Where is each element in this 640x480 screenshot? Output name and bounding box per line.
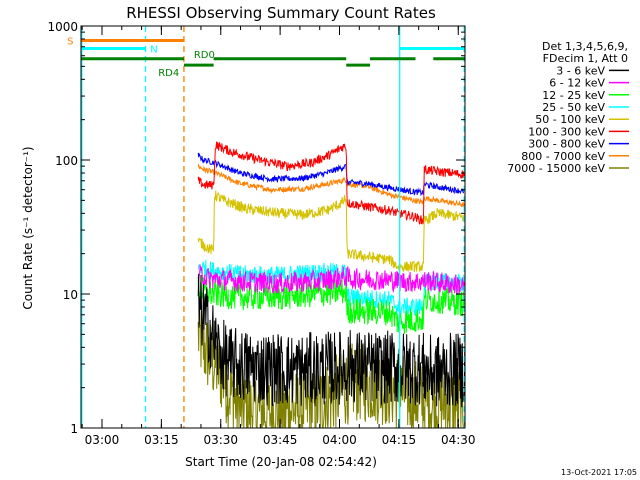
legend: Det 1,3,4,5,6,9,FDecim 1, Att 03 - 6 keV… [507,40,629,175]
x-tick-label: 04:30 [441,433,476,447]
y-tick-label: 1 [70,422,78,436]
legend-label: 800 - 7000 keV [521,150,605,163]
y-axis-label: Count Rate (s⁻¹ detector⁻¹) [21,146,35,309]
x-axis-label: Start Time (20-Jan-08 02:54:42) [185,455,377,469]
legend-label: 300 - 800 keV [528,138,605,151]
y-tick-label: 100 [55,154,78,168]
legend-label: 100 - 300 keV [528,125,605,138]
flag-label-S: S [67,36,73,47]
legend-label: 25 - 50 keV [542,101,605,114]
flag-label-N: N [150,44,157,55]
legend-header: Det 1,3,4,5,6,9, [542,40,628,53]
flag-label-rd4: RD4 [158,68,179,79]
x-tick-label: 03:30 [203,433,238,447]
y-tick-label: 1000 [47,20,78,34]
x-tick-label: 04:15 [382,433,417,447]
legend-label: 12 - 25 keV [542,89,605,102]
x-tick-label: 03:00 [85,433,120,447]
footer-timestamp: 13-Oct-2021 17:05 [561,468,637,477]
legend-label: 7000 - 15000 keV [507,162,605,175]
series-7-line [198,153,465,195]
legend-label: 3 - 6 keV [556,64,605,77]
chart-title: RHESSI Observing Summary Count Rates [126,4,436,22]
x-tick-label: 03:15 [144,433,179,447]
x-tick-label: 04:00 [322,433,357,447]
plot-area [82,26,465,428]
legend-header: FDecim 1, Att 0 [543,52,628,65]
series-5-line [198,191,465,273]
y-tick-label: 10 [63,288,78,302]
legend-label: 50 - 100 keV [535,113,605,126]
flag-label-rd0: RD0 [194,50,215,61]
legend-label: 6 - 12 keV [549,77,605,90]
x-tick-label: 03:45 [263,433,298,447]
